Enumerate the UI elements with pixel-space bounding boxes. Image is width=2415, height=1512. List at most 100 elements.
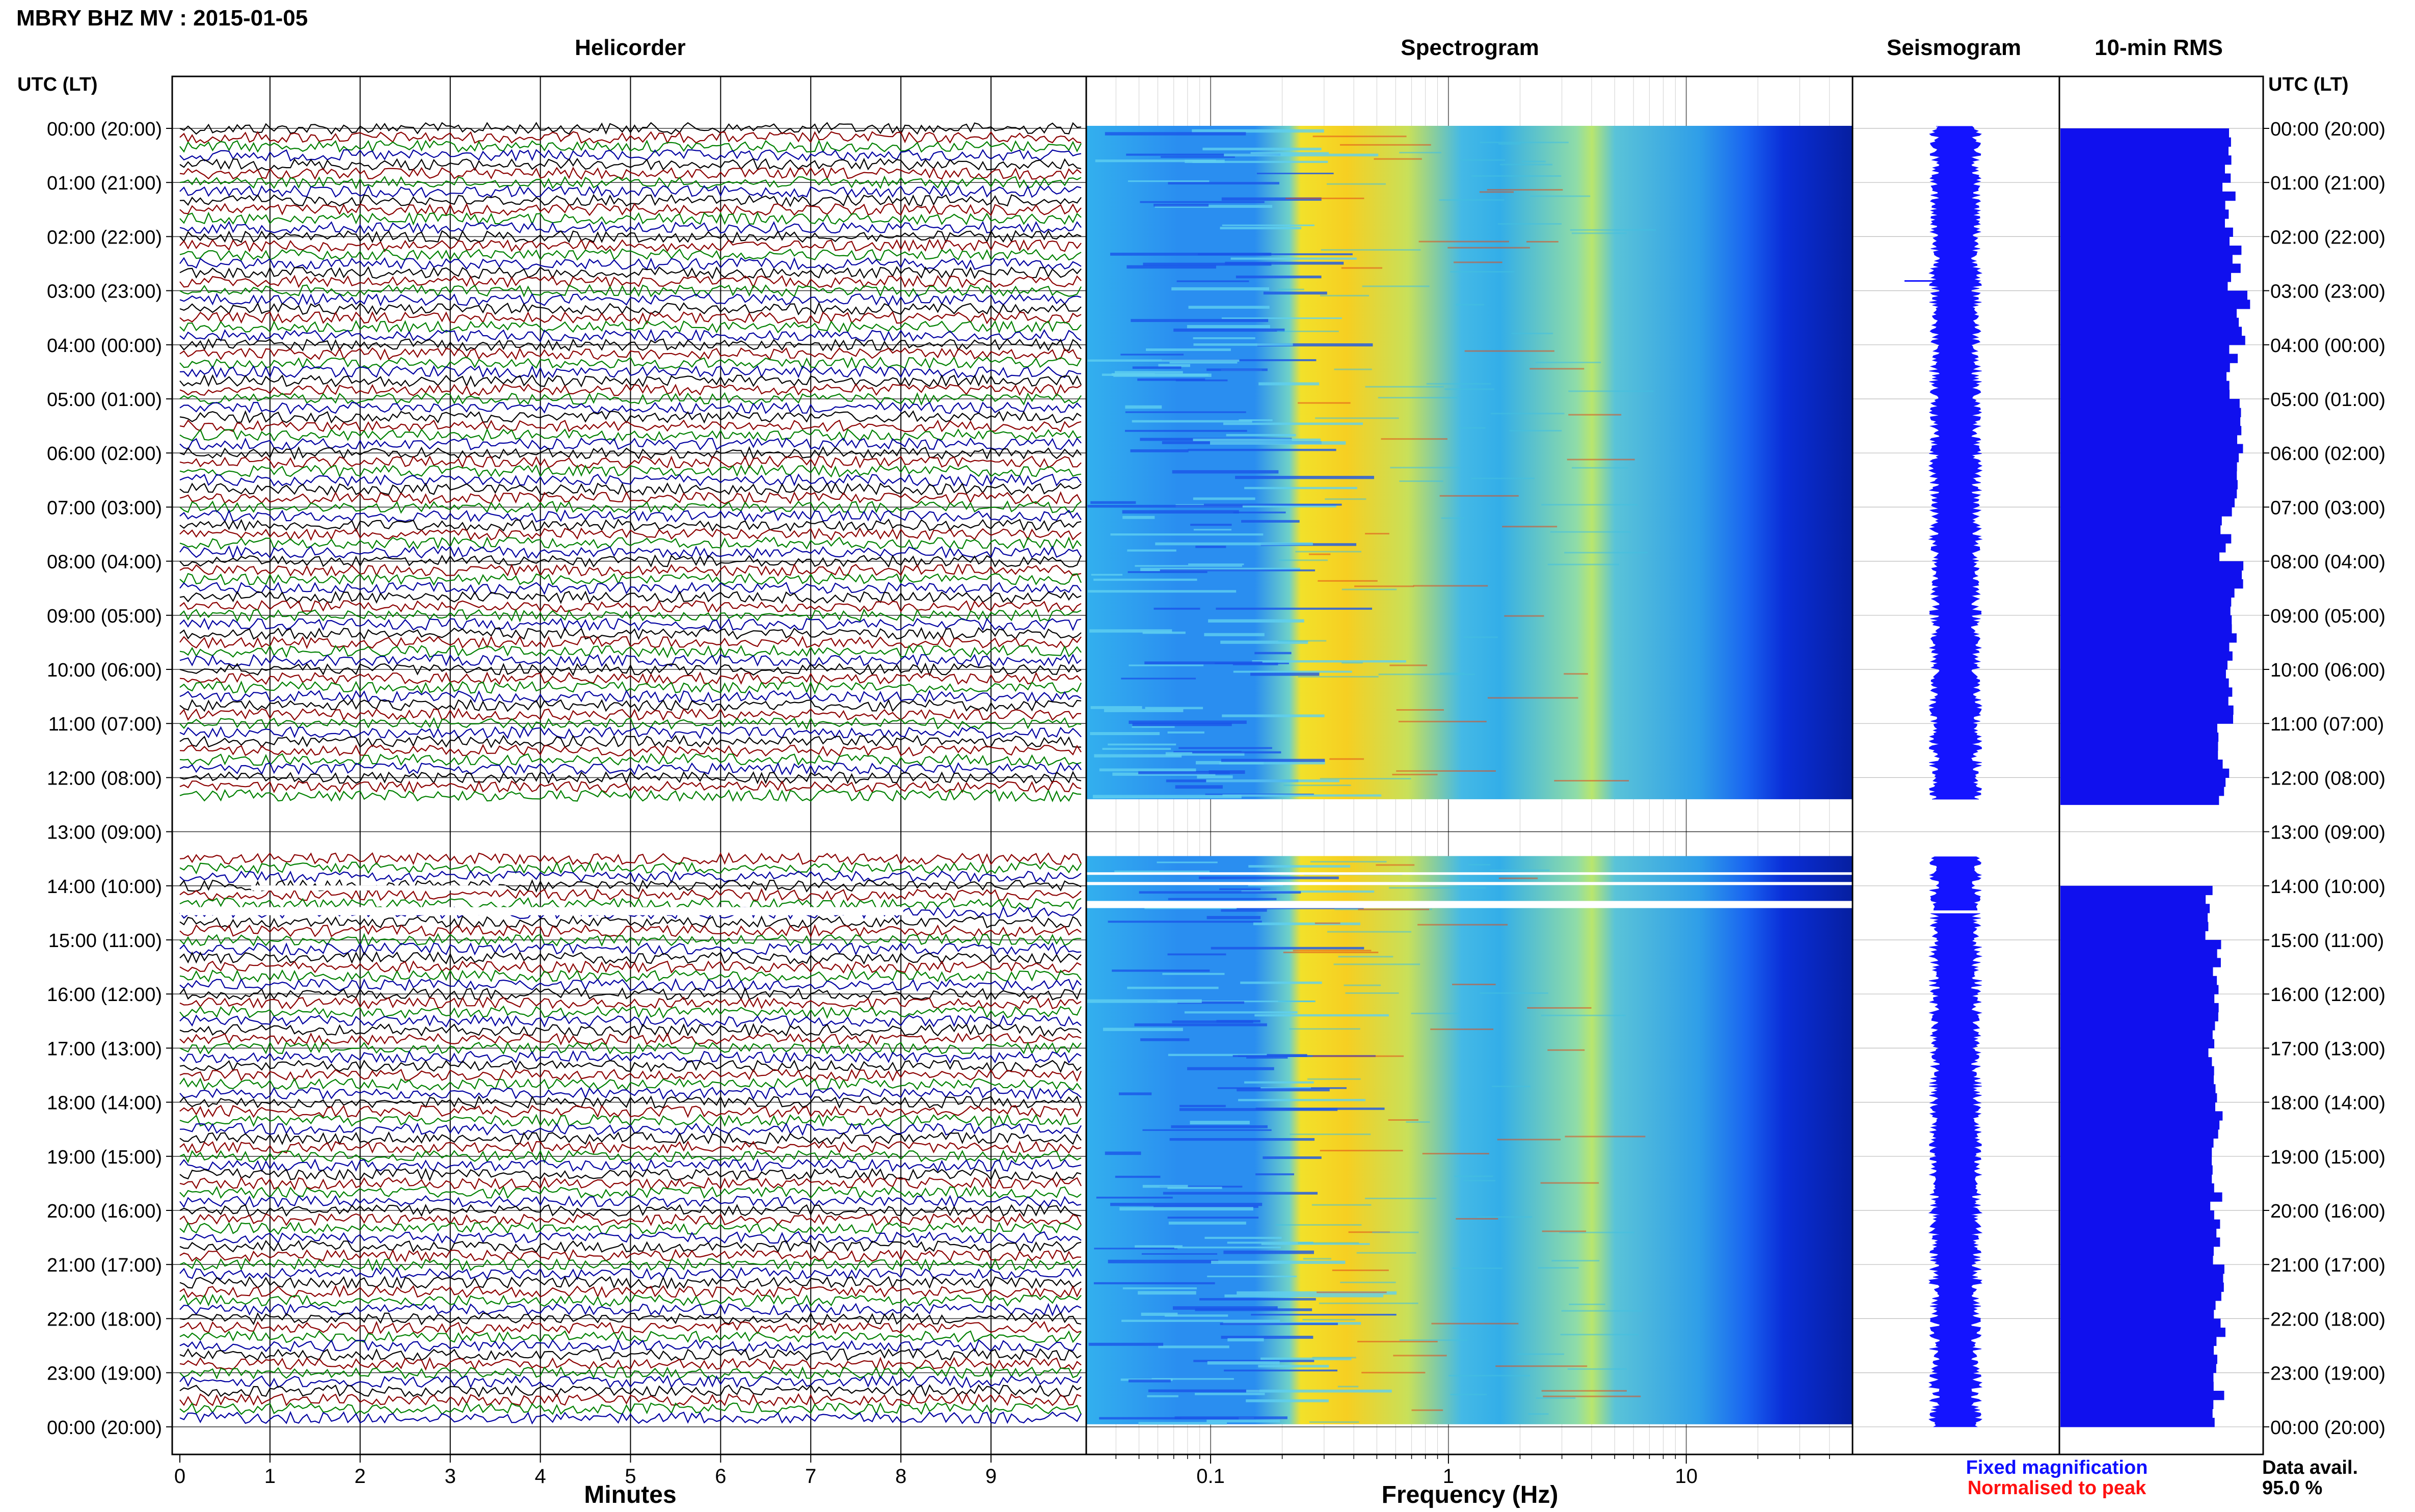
helicorder-trace-line: [179, 509, 1082, 523]
helicorder-trace-line: [179, 1276, 1082, 1289]
spectrogram-row-texture: [1155, 205, 1273, 208]
spectrogram-row-texture: [1388, 1119, 1418, 1121]
seismogram-envelope: [1928, 856, 1982, 911]
time-header-left: UTC (LT): [17, 74, 98, 95]
helicorder-trace-line: [179, 238, 1082, 253]
spectrogram-row-texture: [1568, 414, 1622, 416]
spectrogram-row-texture: [1240, 981, 1322, 984]
spectrogram-row-texture: [1141, 1253, 1218, 1255]
helicorder-trace-line: [179, 175, 1082, 190]
rms-bar: [2060, 1156, 2212, 1166]
spectrogram-row-texture: [1511, 333, 1553, 335]
helicorder-trace-line: [179, 780, 1082, 794]
spectrogram-row-texture: [1348, 1231, 1390, 1233]
spectrogram-row-texture: [1320, 1150, 1403, 1152]
spectrogram-row-texture: [1298, 402, 1351, 404]
spectrogram-row-texture: [1195, 1393, 1265, 1395]
spectrogram-row-texture: [1102, 748, 1171, 750]
helicorder-trace-line: [179, 194, 1082, 207]
rms-bar: [2060, 462, 2237, 472]
helicorder-trace-line: [179, 590, 1082, 604]
helicorder-trace-line: [179, 1014, 1082, 1028]
spectrogram-row-texture: [1439, 199, 1505, 201]
spectrogram-row-texture: [1263, 1156, 1322, 1159]
spectrogram-xtick-label: 0.1: [1196, 1465, 1225, 1488]
spectrogram-row-texture: [1365, 1198, 1437, 1200]
rms-bar: [2060, 327, 2242, 336]
rms-bar: [2060, 1409, 2213, 1418]
helicorder-trace-line: [179, 554, 1082, 568]
helicorder-trace-line: [179, 969, 1082, 983]
helicorder-trace-line: [179, 951, 1082, 965]
time-label-right: 03:00 (23:00): [2270, 281, 2385, 303]
helicorder-xtick-label: 2: [355, 1465, 366, 1488]
helicorder-trace-line: [179, 726, 1082, 740]
spectrogram-row-texture: [1112, 969, 1210, 972]
rms-bar: [2060, 1039, 2215, 1048]
helicorder-trace-line: [179, 1140, 1082, 1154]
legend-normalised-to-peak: Normalised to peak: [1968, 1477, 2146, 1499]
spectrogram-row-texture: [1248, 865, 1351, 868]
spectrogram-row-texture: [1223, 422, 1363, 425]
spectrogram-row-texture: [1396, 709, 1444, 711]
spectrogram-row-texture: [1172, 470, 1279, 474]
rms-bar: [2060, 994, 2215, 1004]
helicorder-trace-line: [179, 861, 1082, 875]
rms-bar: [2060, 219, 2225, 228]
rms-bar: [2060, 281, 2228, 291]
time-label-left: 02:00 (22:00): [47, 227, 162, 248]
time-label-right: 15:00 (11:00): [2270, 930, 2384, 952]
spectrogram-row-texture: [1096, 1197, 1173, 1199]
spectrogram-row-texture: [1138, 1422, 1227, 1425]
rms-bar: [2060, 1192, 2222, 1202]
spectrogram-row-texture: [1341, 588, 1397, 590]
spectrogram-row-texture: [1088, 1342, 1164, 1346]
spectrogram-row-texture: [1389, 887, 1486, 889]
helicorder-trace-line: [179, 960, 1082, 974]
spectrogram-row-texture: [1431, 1322, 1519, 1325]
spectrogram-row-texture: [1094, 1248, 1178, 1250]
rms-bar: [2060, 371, 2227, 382]
spectrogram-row-texture: [1099, 768, 1196, 772]
rms-bar: [2060, 1372, 2214, 1382]
spectrogram-row-texture: [1144, 907, 1237, 909]
spectrogram-row-texture: [1422, 1153, 1489, 1155]
rms-bar: [2060, 236, 2230, 246]
spectrogram-row-texture: [1110, 253, 1272, 256]
rms-bar: [2060, 164, 2225, 174]
spectrogram-row-texture: [1129, 664, 1204, 666]
helicorder-trace-line: [179, 897, 1082, 911]
rms-bar: [2060, 976, 2217, 986]
spectrogram-row-texture: [1192, 751, 1281, 753]
spectrogram-row-texture: [1502, 526, 1558, 528]
spectrogram-row-texture: [1173, 1306, 1278, 1310]
spectrogram-row-texture: [1538, 1267, 1579, 1269]
spectrogram-row-texture: [1479, 191, 1514, 193]
time-label-right: 04:00 (00:00): [2270, 335, 2385, 357]
time-label-left: 15:00 (11:00): [48, 930, 162, 952]
spectrogram-row-texture: [1132, 722, 1232, 726]
helicorder-trace-line: [179, 573, 1082, 586]
spectrogram-row-texture: [1334, 368, 1372, 370]
time-label-left: 20:00 (16:00): [47, 1201, 162, 1222]
rms-bar: [2060, 200, 2225, 210]
spectrogram-row-texture: [1392, 773, 1438, 775]
spectrogram-row-texture: [1246, 1389, 1392, 1393]
helicorder-trace-line: [179, 563, 1082, 577]
spectrogram-row-texture: [1561, 1310, 1642, 1312]
rms-bar: [2060, 489, 2237, 499]
spectrogram-row-texture: [1122, 516, 1155, 519]
helicorder-trace-line: [179, 1393, 1082, 1407]
time-label-left: 23:00 (19:00): [47, 1363, 162, 1385]
spectrogram-row-texture: [1365, 533, 1389, 535]
rms-bar: [2060, 967, 2213, 977]
helicorder-trace-line: [179, 987, 1082, 1001]
helicorder-xtick-label: 9: [985, 1465, 997, 1488]
spectrogram-row-texture: [1187, 325, 1270, 329]
helicorder-trace-line: [179, 662, 1082, 677]
spectrogram-row-texture: [1167, 1217, 1259, 1219]
time-label-right: 11:00 (07:00): [2270, 714, 2384, 735]
spectrogram-row-texture: [1321, 249, 1421, 251]
spectrogram-row-texture: [1129, 720, 1247, 724]
seismogram-title: Seismogram: [1887, 35, 2021, 60]
